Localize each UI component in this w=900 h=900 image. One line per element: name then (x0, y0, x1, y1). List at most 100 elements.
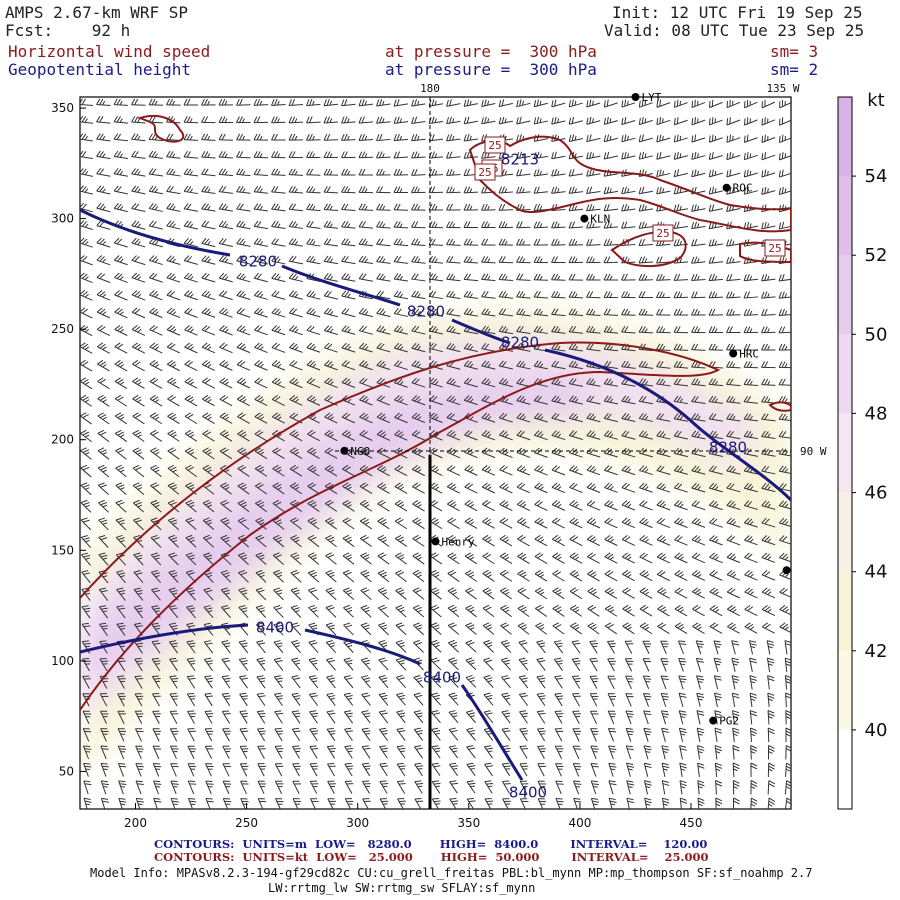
wind-barb (411, 325, 426, 335)
wind-barb (288, 98, 304, 107)
wind-barb (96, 98, 111, 106)
wind-barb (498, 325, 513, 335)
wind-barb (341, 360, 356, 371)
wind-barb (306, 290, 321, 300)
valid-time: Valid: 08 UTC Tue 23 Sep 25 (604, 21, 865, 40)
colorbar-label: 42 (865, 641, 888, 662)
wind-barb (621, 395, 636, 405)
wind-barb (778, 430, 791, 439)
wind-barb (358, 203, 374, 211)
wind-barb (463, 308, 478, 317)
wind-barb (253, 98, 269, 106)
station-label: Henry (442, 535, 475, 548)
height-label: 8400 (509, 784, 547, 802)
wind-barb (131, 133, 146, 142)
wind-barb (708, 239, 723, 247)
wind-barb (149, 377, 163, 389)
wind-barb (183, 133, 199, 141)
wind-barb (306, 238, 321, 247)
wind-barb (288, 290, 303, 300)
wind-barb (166, 325, 181, 336)
wind-barb (288, 307, 303, 318)
wind-barb (603, 378, 618, 387)
wind-barb (761, 221, 776, 230)
wind-barb (691, 204, 706, 212)
wind-barb (533, 430, 548, 441)
wind-barb (568, 116, 583, 125)
wind-barb (80, 359, 93, 372)
wind-barb (586, 203, 601, 212)
station-dot (580, 214, 589, 223)
wind-barb (673, 360, 689, 369)
field1-name: Horizontal wind speed (8, 42, 211, 61)
wind-barb (551, 99, 566, 108)
wind-barb (463, 221, 479, 229)
wind-barb (184, 325, 198, 336)
wind-barb (271, 325, 286, 336)
wind-barb (132, 359, 145, 372)
wind-barb (80, 412, 92, 425)
wind-barb (568, 378, 583, 387)
wind-barb (481, 360, 496, 370)
wind-barb (568, 343, 584, 352)
wind-barb (201, 359, 216, 371)
wind-barb (656, 326, 671, 334)
wind-barb (288, 325, 303, 336)
wind-barb (96, 133, 111, 142)
colorbar-label: 40 (865, 720, 888, 741)
wind-barb (481, 412, 496, 423)
wind-barb (80, 150, 93, 160)
wind-barb (148, 255, 163, 266)
wind-barb (708, 134, 723, 143)
wind-barb (779, 117, 791, 126)
wind-barb (236, 238, 251, 247)
wind-barb (359, 429, 373, 441)
wind-barb (533, 151, 548, 160)
wind-barb (516, 186, 531, 194)
wind-barb (463, 255, 479, 264)
wind-barb (131, 168, 146, 177)
wind-barb (149, 272, 163, 283)
wind-barb (341, 186, 356, 194)
wind-barb (376, 429, 391, 441)
wind-barb (201, 98, 216, 106)
wind-barb (586, 256, 601, 264)
wind-barb (394, 430, 408, 441)
jet-band-44kt (80, 308, 791, 780)
wind-barb (131, 255, 146, 266)
wind-barb (779, 99, 791, 109)
footer-height-contours: CONTOURS: UNITS=m LOW= 8280.0 HIGH= 8400… (154, 837, 708, 851)
wind-barb (114, 290, 128, 301)
wind-barb (533, 308, 549, 317)
wind-barb (358, 307, 373, 318)
wind-barb (603, 412, 618, 423)
wind-barb (184, 342, 198, 354)
wind-barb (743, 430, 758, 440)
wind-barb (708, 169, 723, 178)
wind-barb (289, 429, 303, 442)
wind-barb (463, 290, 479, 299)
height-label: 8280 (709, 439, 747, 457)
wind-barb (673, 204, 688, 212)
wind-barb (446, 116, 461, 125)
wind-barb (568, 221, 584, 229)
wind-barb (166, 185, 181, 195)
wind-barb (621, 116, 636, 125)
footer-speed-contours: CONTOURS: UNITS=kt LOW= 25.000 HIGH= 50.… (154, 850, 709, 864)
x-tick-label: 400 (568, 816, 591, 830)
wind-barb (393, 116, 409, 124)
wind-barb (446, 342, 461, 353)
wind-barb (80, 133, 94, 142)
wind-barb (516, 325, 531, 335)
colorbar-label: 44 (865, 562, 888, 583)
wind-barb (113, 98, 129, 106)
wind-barb (481, 308, 496, 317)
wind-barb (376, 307, 391, 318)
wind-barb (638, 360, 654, 369)
wind-barb (358, 220, 374, 229)
height-label: 8280 (407, 303, 445, 321)
wind-barb (358, 151, 374, 159)
wind-barb (778, 361, 791, 369)
wind-barb (481, 203, 496, 211)
wind-barb (429, 412, 443, 423)
